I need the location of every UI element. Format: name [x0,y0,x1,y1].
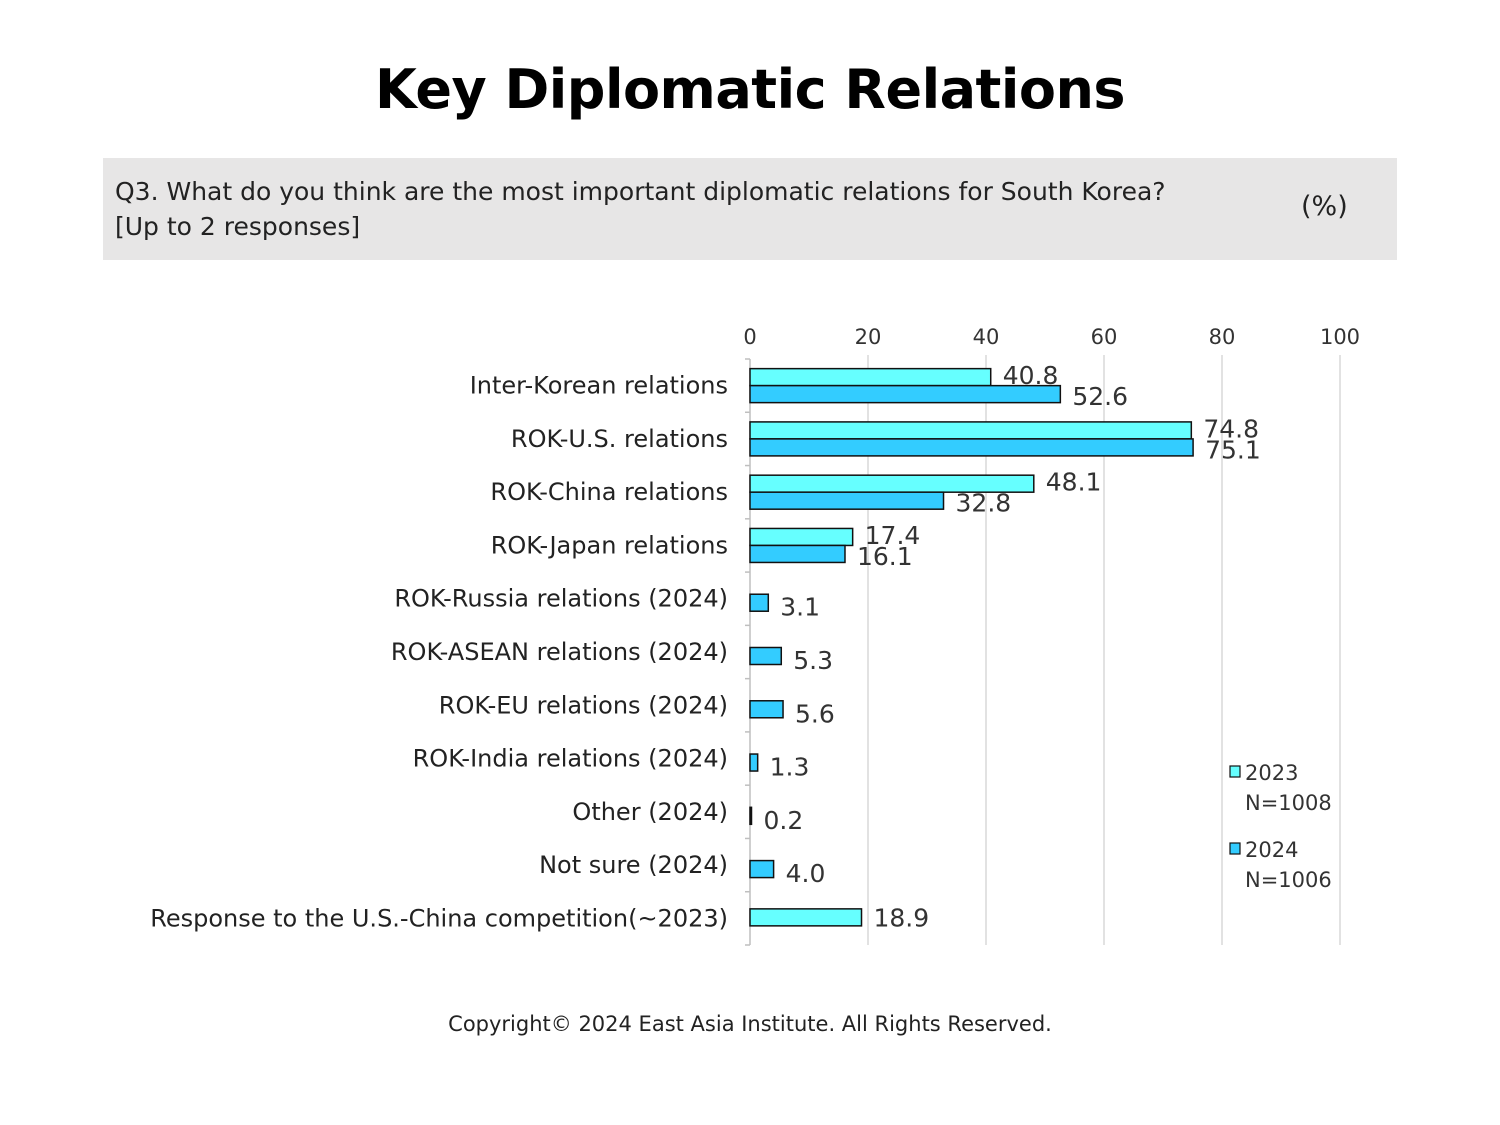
legend-swatch-2023 [1229,765,1241,778]
x-tick-label: 40 [973,325,1000,349]
value-label-2024: 32.8 [956,489,1012,518]
value-label-2023: 74.8 [1203,414,1259,443]
value-label-2024: 3.1 [780,593,820,622]
bar-2024 [749,384,1062,404]
legend-label-2023: 2023 [1245,761,1298,785]
value-label-2024: 4.0 [786,859,826,888]
x-tick-label: 100 [1320,325,1360,349]
unit-label: (%) [1301,191,1348,222]
value-label-2024: 0.2 [764,806,804,835]
value-label-2023: 48.1 [1046,468,1102,497]
bar-2024 [749,438,1194,457]
question-text: Q3. What do you think are the most impor… [115,174,1245,244]
page-title: Key Diplomatic Relations [374,58,1126,121]
bar-2023 [749,367,992,387]
category-label: Other (2024) [572,798,728,826]
category-label: ROK-India relations (2024) [413,745,728,773]
category-label: ROK-U.S. relations [511,425,728,453]
category-label: ROK-China relations [490,478,728,506]
bar-2024 [749,806,753,826]
bar-2024 [749,859,775,879]
value-label-2024: 16.1 [857,542,913,571]
bar-2024 [749,646,783,666]
x-tick-label: 60 [1091,325,1118,349]
copyright-notice: Copyright© 2024 East Asia Institute. All… [448,1012,1052,1036]
legend-sample-2024: N=1006 [1245,868,1332,892]
value-label-2024: 1.3 [770,753,810,782]
bar-2023 [749,421,1193,440]
category-label: Inter-Korean relations [470,372,728,400]
x-tick-label: 0 [743,325,756,349]
bar-2024 [749,491,945,510]
legend-label-2024: 2024 [1245,838,1298,862]
value-label-2023: 18.9 [874,903,930,932]
value-label-2023: 17.4 [865,521,921,550]
category-label: ROK-EU relations (2024) [439,691,728,719]
x-tick-label: 80 [1209,325,1236,349]
value-label-2024: 5.3 [793,646,833,675]
bar-2024 [749,753,759,772]
question-line-2: [Up to 2 responses] [115,212,361,241]
category-label: Response to the U.S.-China competition(~… [150,904,728,932]
legend-swatch-2024 [1229,842,1241,855]
category-label: ROK-Russia relations (2024) [394,585,728,613]
bar-2024 [749,700,784,719]
bar-2024 [749,593,770,612]
category-label: ROK-Japan relations [491,531,728,559]
question-line-1: Q3. What do you think are the most impor… [115,177,1166,206]
value-label-2024: 5.6 [795,699,835,728]
bar-2023 [749,908,863,927]
bar-2023 [749,527,854,547]
value-label-2024: 52.6 [1072,382,1128,411]
category-label: ROK-ASEAN relations (2024) [391,638,728,666]
value-label-2024: 75.1 [1205,435,1261,464]
bar-2024 [749,544,846,564]
legend-sample-2023: N=1008 [1245,791,1332,815]
question-box: Q3. What do you think are the most impor… [103,158,1397,260]
category-label: Not sure (2024) [539,851,728,879]
x-tick-label: 20 [855,325,882,349]
